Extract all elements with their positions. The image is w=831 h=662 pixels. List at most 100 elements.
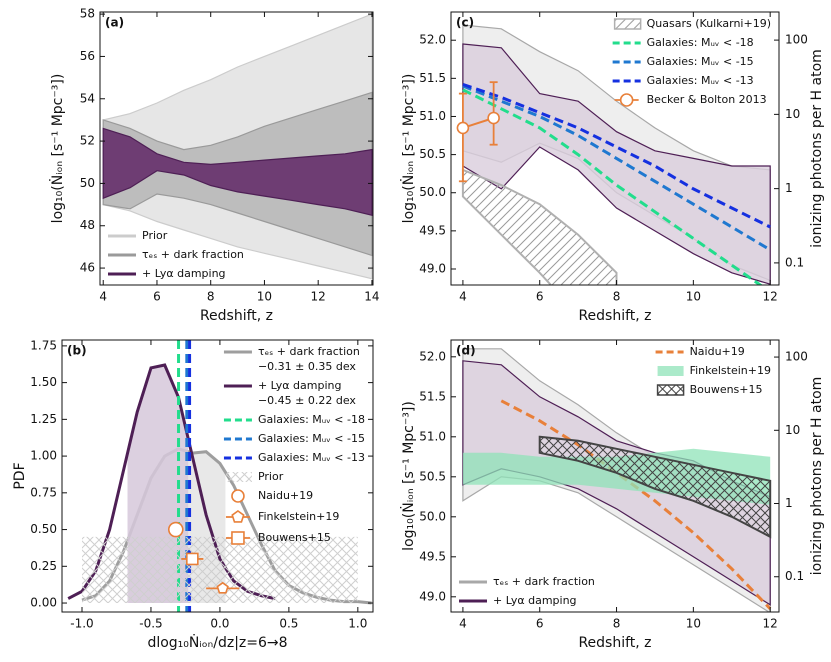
y-tick-label: 52 [80, 134, 95, 148]
band [82, 536, 358, 603]
y-tick-label: 49.5 [419, 223, 446, 237]
legend-symbol [657, 366, 684, 376]
y-tick-label: 1.25 [30, 412, 57, 426]
point [216, 581, 229, 594]
y2-tick-label: 1 [785, 496, 793, 510]
y-axis-label: PDF [12, 462, 28, 489]
legend-label: Quasars (Kulkarni+19) [647, 17, 771, 30]
plot-area [102, 13, 373, 280]
x-tick-label: 12 [763, 617, 778, 631]
y-tick-label: 0.25 [30, 559, 57, 573]
legend-note: −0.31 ± 0.35 dex [258, 360, 356, 373]
legend: Naidu+19 Finkelstein+19 Bouwens+15 [655, 345, 771, 396]
point [167, 521, 184, 538]
band [538, 435, 772, 539]
x-tick-label: 10 [686, 617, 701, 631]
legend-label: Naidu+19 [690, 345, 745, 358]
legend-label: Finkelstein+19 [690, 364, 771, 377]
x-tick-label: 14 [364, 290, 379, 304]
legend-label: Galaxies: Mᵤᵥ < -13 [258, 451, 365, 464]
legend-label: Galaxies: Mᵤᵥ < -13 [647, 74, 754, 87]
legend-symbol [656, 384, 685, 396]
legend-label: τₑₛ + dark fraction [258, 345, 360, 358]
panel-label: (a) [105, 16, 124, 30]
x-axis-label: Redshift, z [578, 635, 651, 651]
plot-area [462, 348, 772, 612]
y2-axis-label: ionizing photons per H atom [809, 377, 825, 576]
y-tick-label: 46 [80, 261, 95, 275]
legend-label: Bouwens+15 [258, 531, 331, 544]
legend: τₑₛ + dark fraction + Lyα damping [459, 575, 595, 607]
y-axis-label: log₁₀(Ṅᵢₒₙ [s⁻¹ Mpc⁻³]) [48, 74, 66, 224]
legend-label: Naidu+19 [258, 489, 313, 502]
y-tick-label: 56 [80, 49, 95, 63]
x-tick-label: 6 [536, 617, 544, 631]
x-tick-label: 4 [99, 290, 107, 304]
y-tick-label: 51.0 [419, 109, 446, 123]
x-axis-label: Redshift, z [578, 308, 651, 324]
y-tick-label: 0.00 [30, 596, 57, 610]
y2-tick-label: 0.1 [785, 255, 804, 269]
y2-axis-label: ionizing photons per H atom [809, 49, 825, 248]
plot-area [67, 340, 372, 612]
y-tick-label: 0.50 [30, 522, 57, 536]
legend-symbol [613, 18, 642, 30]
y2-tick-label: 1 [785, 181, 793, 195]
x-tick-label: 4 [459, 617, 467, 631]
legend-label: + Lyα damping [142, 267, 226, 280]
y2-tick-label: 10 [785, 423, 800, 437]
legend-symbol [231, 489, 245, 503]
y-tick-label: 54 [80, 91, 95, 105]
y-tick-label: 1.00 [30, 449, 57, 463]
panel-label: (c) [456, 16, 474, 30]
point [186, 552, 199, 566]
line [462, 84, 771, 252]
legend: τₑₛ + dark fraction −0.31 ± 0.35 dex + Lyα… [223, 345, 365, 545]
axes-frame [450, 339, 780, 613]
x-tick-label: 6 [536, 290, 544, 304]
x-tick-label: -0.5 [139, 617, 162, 631]
x-tick-label: -1.0 [70, 617, 93, 631]
legend-symbol [231, 531, 245, 545]
legend-label: Galaxies: Mᵤᵥ < -15 [258, 432, 365, 445]
y-tick-label: 1.75 [30, 338, 57, 352]
y-tick-label: 48 [80, 218, 95, 232]
y-tick-label: 51.0 [419, 429, 446, 443]
x-tick-label: 10 [686, 290, 701, 304]
x-tick-label: 1.0 [348, 617, 367, 631]
legend-label: Finkelstein+19 [258, 510, 339, 523]
x-tick-label: 0.0 [210, 617, 229, 631]
legend: Prior τₑₛ + dark fraction + Lyα damping [108, 229, 244, 280]
legend-label: + Lyα damping [493, 594, 577, 607]
legend-label: τₑₛ + dark fraction [142, 248, 244, 261]
legend-note: −0.45 ± 0.22 dex [258, 394, 356, 407]
axes-frame [61, 339, 374, 613]
y-tick-label: 0.75 [30, 485, 57, 499]
legend-label: Prior [142, 229, 168, 242]
y-axis-label: log₁₀(Ṅᵢₒₙ [s⁻¹ Mpc⁻³]) [399, 74, 417, 224]
x-tick-label: 10 [257, 290, 272, 304]
legend: Quasars (Kulkarni+19) Galaxies: Mᵤᵥ < -18… [612, 17, 771, 107]
y-tick-label: 49.5 [419, 549, 446, 563]
point [487, 111, 500, 125]
panel-label: (b) [67, 344, 87, 358]
x-tick-label: 8 [613, 617, 621, 631]
plot-area [456, 24, 771, 285]
legend-label: Prior [258, 470, 284, 483]
x-tick-label: 6 [153, 290, 161, 304]
x-tick-label: 12 [311, 290, 326, 304]
y-axis-label: log₁₀(Ṅᵢₒₙ [s⁻¹ Mpc⁻³]) [399, 401, 417, 551]
legend-label: + Lyα damping [258, 379, 342, 392]
legend-label: Galaxies: Mᵤᵥ < -18 [647, 36, 754, 49]
axes-frame [450, 11, 780, 286]
y-tick-label: 52.0 [419, 349, 446, 363]
x-tick-label: 0.5 [279, 617, 298, 631]
x-tick-label: 8 [613, 290, 621, 304]
y2-tick-label: 100 [785, 33, 808, 47]
x-axis-label: Redshift, z [200, 308, 273, 324]
y-tick-label: 50.0 [419, 185, 446, 199]
line [462, 88, 763, 285]
y-tick-label: 50 [80, 176, 95, 190]
x-axis-label: dlog₁₀Ṅᵢₒₙ/dz|z=6→8 [147, 633, 287, 651]
